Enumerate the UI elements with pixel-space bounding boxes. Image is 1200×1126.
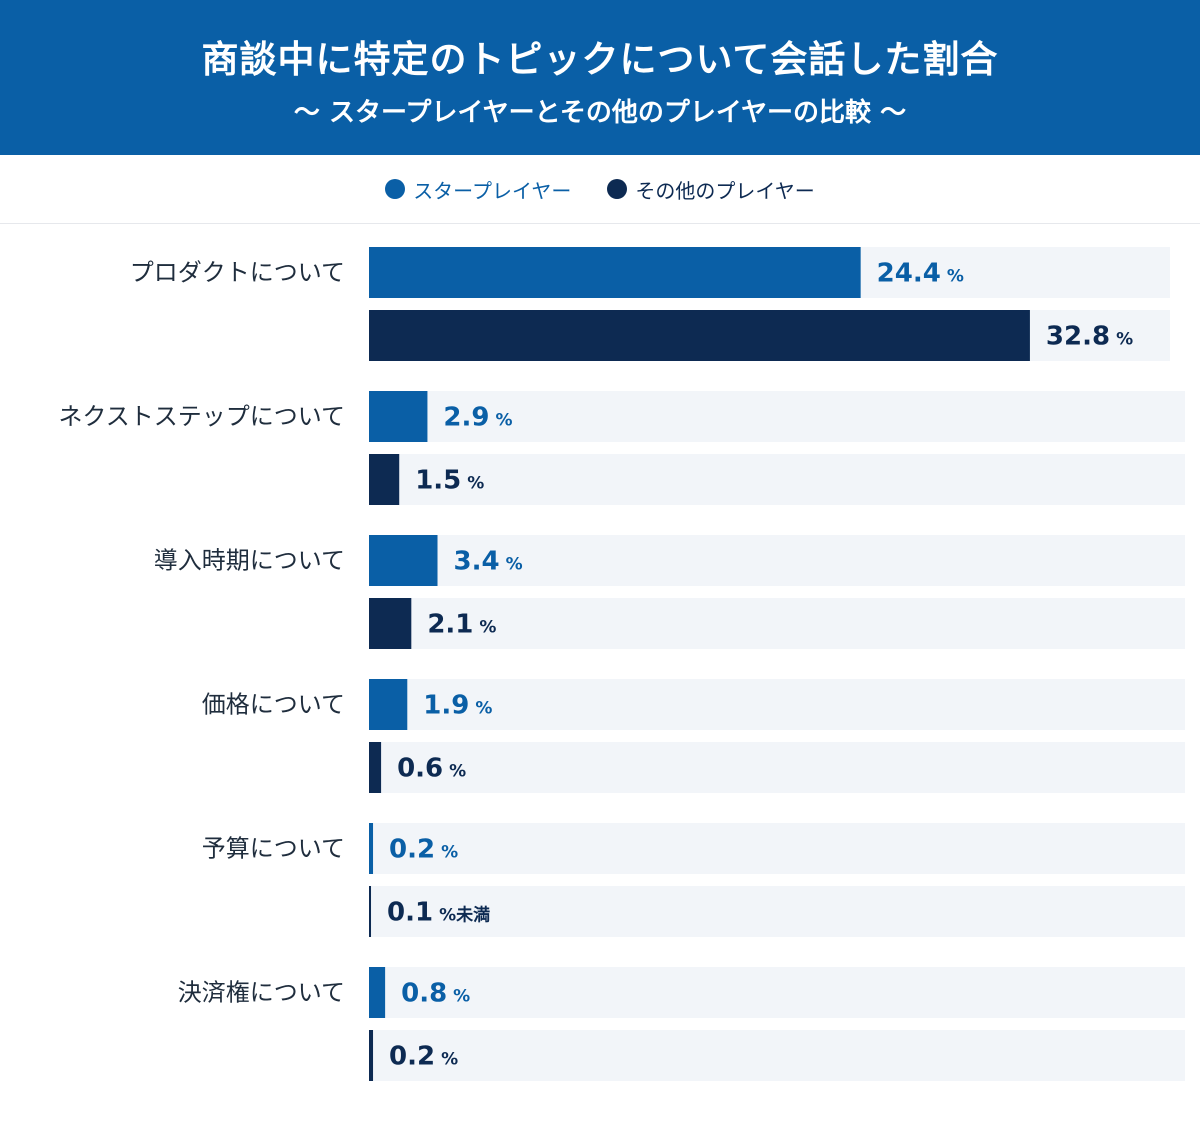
category-label: ネクストステップについて (58, 403, 345, 431)
category-label: プロダクトについて (130, 259, 345, 287)
bar (369, 967, 386, 1018)
value-label: 24.4% (877, 259, 964, 289)
bar-track (369, 886, 1185, 937)
legend-label-other: その他のプレイヤー (635, 178, 815, 203)
value-label: 0.2% (389, 1042, 458, 1072)
value-label: 0.1 %未満 (387, 898, 490, 928)
bar (369, 247, 861, 298)
bar-track (369, 742, 1185, 793)
bar (369, 823, 374, 874)
bar (369, 1030, 374, 1081)
value-label: 1.5% (415, 466, 484, 496)
bar (369, 742, 382, 793)
value-label: 2.1% (427, 610, 496, 640)
bar-track (369, 1030, 1185, 1081)
value-label: 2.9% (443, 403, 512, 433)
value-label: 32.8% (1046, 322, 1133, 352)
legend-swatch-other (607, 179, 628, 199)
value-label: 3.4% (454, 547, 523, 577)
bar-track (369, 535, 1185, 586)
bar (369, 886, 372, 937)
value-label: 1.9% (423, 691, 492, 721)
bar (369, 310, 1030, 361)
bar (369, 598, 412, 649)
category-label: 決済権について (178, 979, 345, 1007)
bar (369, 535, 438, 586)
value-label: 0.8% (401, 979, 470, 1009)
chart-title: 商談中に特定のトピックについて会話した割合 (201, 38, 999, 81)
value-label: 0.6% (397, 754, 466, 784)
bar-track (369, 391, 1185, 442)
category-label: 価格について (202, 691, 345, 719)
bar (369, 391, 428, 442)
bar-track (369, 823, 1185, 874)
category-label: 導入時期について (154, 547, 345, 575)
chart-header: 商談中に特定のトピックについて会話した割合 〜 スタープレイヤーとその他のプレイ… (0, 0, 1200, 155)
legend-item-other: その他のプレイヤー (607, 175, 815, 204)
legend-swatch-star (385, 179, 406, 199)
legend-label-star: スタープレイヤー (413, 178, 572, 203)
chart-legend: スタープレイヤー その他のプレイヤー (0, 155, 1200, 224)
legend-item-star: スタープレイヤー (385, 175, 571, 204)
bar-track (369, 454, 1185, 505)
bar-track (369, 598, 1185, 649)
bar-track (369, 967, 1185, 1018)
bar (369, 454, 400, 505)
value-label: 0.2% (389, 835, 458, 865)
bar-track (369, 679, 1185, 730)
chart-subtitle: 〜 スタープレイヤーとその他のプレイヤーの比較 〜 (293, 98, 907, 128)
category-label: 予算について (202, 835, 345, 863)
bar (369, 679, 408, 730)
